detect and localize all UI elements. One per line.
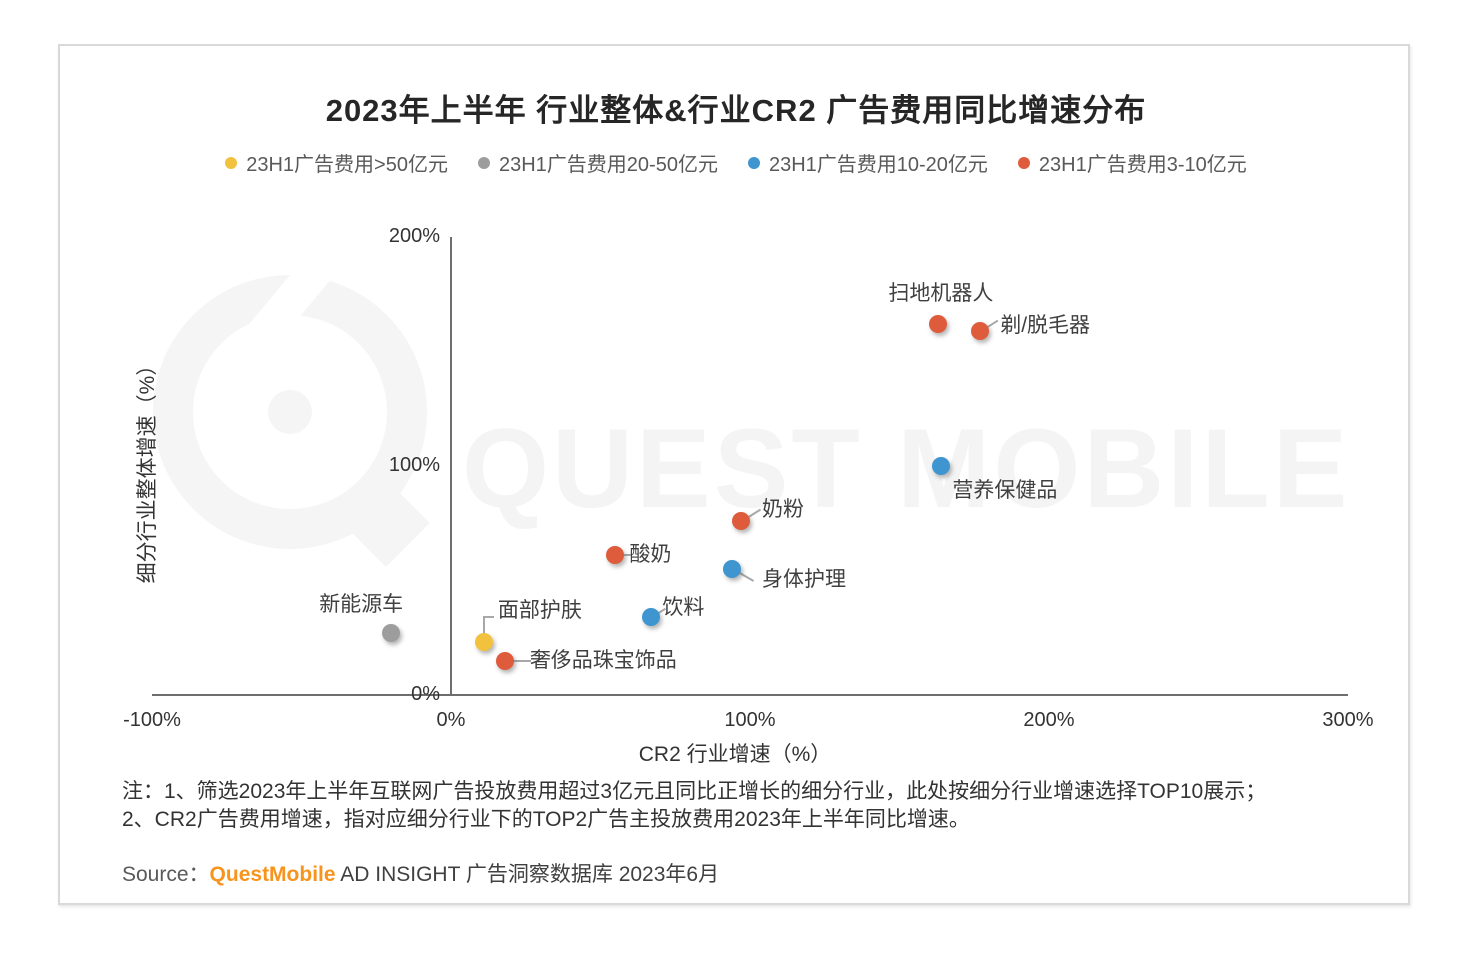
- data-point-label: 营养保健品: [952, 479, 1058, 502]
- legend-label: 23H1广告费用20-50亿元: [498, 154, 718, 176]
- data-point-剃/脱毛器: [971, 321, 990, 340]
- x-tick-label: 200%: [1023, 709, 1075, 731]
- y-tick-label: 100%: [388, 454, 440, 476]
- data-point-label: 剃/脱毛器: [1000, 313, 1091, 337]
- footnotes: 注：1、筛选2023年上半年互联网广告投放费用超过3亿元且同比正增长的细分行业，…: [122, 778, 1266, 834]
- data-point-面部护肤: [474, 633, 493, 652]
- questmobile-logo-center-dot-icon: [268, 390, 312, 434]
- x-tick-label: 100%: [724, 709, 776, 731]
- source-line: Source：QuestMobile AD INSIGHT 广告洞察数据库 20…: [122, 858, 719, 888]
- chart-title: 2023年上半年 行业整体&行业CR2 广告费用同比增速分布: [325, 93, 1147, 128]
- y-tick-label: 0%: [411, 683, 440, 705]
- legend-swatch-icon: [1017, 156, 1030, 169]
- legend-item-3: 23H1广告费用3-10亿元: [1017, 148, 1247, 177]
- source-prefix: Source：: [122, 863, 210, 886]
- legend-item-0: 23H1广告费用>50亿元: [225, 148, 448, 177]
- legend-item-1: 23H1广告费用20-50亿元: [477, 148, 718, 177]
- data-point-label: 扫地机器人: [888, 282, 994, 306]
- legend-label: 23H1广告费用10-20亿元: [768, 154, 988, 176]
- x-axis-line: [152, 694, 1348, 696]
- x-tick-label: 300%: [1322, 709, 1374, 731]
- data-point-label: 面部护肤: [497, 599, 582, 623]
- x-axis-title: CR2 行业增速（%）: [638, 743, 832, 766]
- data-point-扫地机器人: [929, 315, 948, 334]
- legend-item-2: 23H1广告费用10-20亿元: [747, 148, 988, 177]
- point-connector: [482, 616, 494, 639]
- data-point-酸奶: [606, 546, 625, 565]
- data-point-营养保健品: [932, 457, 951, 475]
- legend-label: 23H1广告费用>50亿元: [246, 154, 448, 176]
- data-point-label: 饮料: [662, 596, 705, 620]
- questmobile-watermark-text: QUEST MOBILE: [462, 406, 1351, 531]
- data-point-label: 身体护理: [762, 568, 847, 592]
- point-connector: [623, 554, 632, 557]
- data-point-奶粉: [732, 511, 751, 530]
- data-point-label: 奢侈品珠宝饰品: [529, 648, 677, 672]
- x-tick-label: -100%: [123, 709, 181, 731]
- point-connector: [512, 659, 531, 662]
- y-axis-line: [450, 237, 452, 695]
- data-point-身体护理: [723, 560, 742, 579]
- plot-area: -100% 0% 100% 200% 300% 0% 100% 200% 新能源车 面部护肤奢侈品…: [123, 225, 1373, 731]
- data-point-label: 新能源车: [319, 593, 404, 617]
- x-tick-label: 0%: [436, 709, 466, 731]
- legend-swatch-icon: [747, 156, 760, 169]
- y-tick-label: 200%: [388, 225, 440, 247]
- y-axis-title: 细分行业整体增速（%）: [136, 354, 159, 584]
- data-point-奢侈品珠宝饰品: [495, 651, 514, 670]
- data-point-新能源车: [382, 624, 401, 643]
- source-rest: AD INSIGHT 广告洞察数据库 2023年6月: [335, 863, 720, 886]
- footnote-line-1: 注：1、筛选2023年上半年互联网广告投放费用超过3亿元且同比正增长的细分行业，…: [122, 780, 1267, 803]
- legend-swatch-icon: [477, 156, 490, 169]
- footnote-line-2: 2、CR2广告费用增速，指对应细分行业下的TOP2广告主投放费用2023年上半年…: [122, 808, 970, 831]
- data-point-label: 酸奶: [629, 543, 672, 567]
- legend-swatch-icon: [225, 156, 238, 169]
- data-point-label: 奶粉: [762, 497, 805, 521]
- chart-legend: 23H1广告费用>50亿元 23H1广告费用20-50亿元 23H1广告费用10-2…: [0, 148, 1472, 177]
- source-brand: QuestMobile: [209, 863, 336, 886]
- data-point-饮料: [642, 608, 661, 627]
- legend-label: 23H1广告费用3-10亿元: [1038, 154, 1247, 176]
